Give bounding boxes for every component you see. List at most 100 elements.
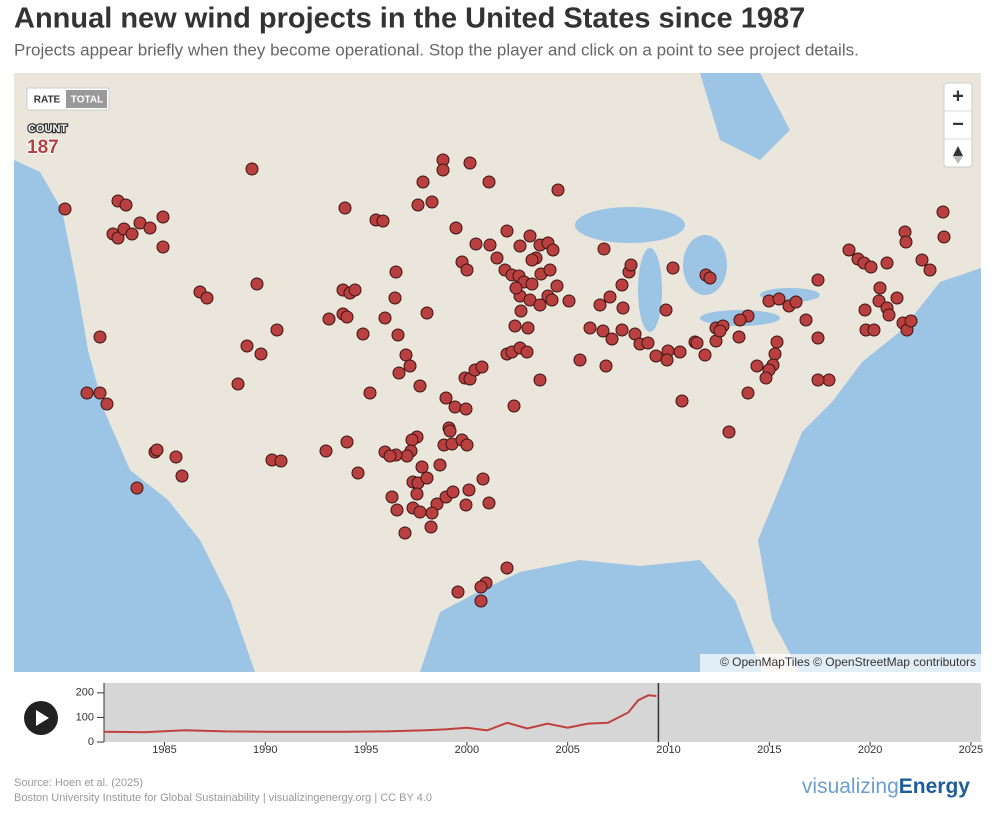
project-point[interactable] bbox=[904, 314, 918, 328]
project-point[interactable] bbox=[391, 328, 405, 342]
project-point[interactable] bbox=[545, 293, 559, 307]
project-point[interactable] bbox=[389, 265, 403, 279]
project-point[interactable] bbox=[390, 503, 404, 517]
project-point[interactable] bbox=[425, 195, 439, 209]
project-point[interactable] bbox=[469, 237, 483, 251]
project-point[interactable] bbox=[741, 386, 755, 400]
project-point[interactable] bbox=[125, 227, 139, 241]
project-point[interactable] bbox=[405, 433, 419, 447]
project-point[interactable] bbox=[93, 386, 107, 400]
project-point[interactable] bbox=[254, 347, 268, 361]
project-point[interactable] bbox=[420, 306, 434, 320]
project-point[interactable] bbox=[378, 311, 392, 325]
project-point[interactable] bbox=[768, 347, 782, 361]
project-point[interactable] bbox=[550, 279, 564, 293]
project-point[interactable] bbox=[675, 394, 689, 408]
toggle-rate[interactable]: RATE bbox=[34, 95, 61, 106]
project-point[interactable] bbox=[583, 321, 597, 335]
project-point[interactable] bbox=[338, 201, 352, 215]
project-point[interactable] bbox=[274, 454, 288, 468]
project-point[interactable] bbox=[533, 373, 547, 387]
project-point[interactable] bbox=[915, 253, 929, 267]
project-point[interactable] bbox=[599, 359, 613, 373]
project-point[interactable] bbox=[130, 481, 144, 495]
project-point[interactable] bbox=[319, 444, 333, 458]
zoom-out[interactable]: − bbox=[952, 113, 964, 135]
project-point[interactable] bbox=[523, 229, 537, 243]
project-point[interactable] bbox=[673, 345, 687, 359]
project-point[interactable] bbox=[750, 359, 764, 373]
project-point[interactable] bbox=[111, 231, 125, 245]
reset-north[interactable] bbox=[953, 146, 963, 156]
project-point[interactable] bbox=[415, 460, 429, 474]
project-point[interactable] bbox=[449, 221, 463, 235]
project-point[interactable] bbox=[799, 313, 813, 327]
project-point[interactable] bbox=[722, 425, 736, 439]
project-point[interactable] bbox=[392, 366, 406, 380]
project-point[interactable] bbox=[474, 594, 488, 608]
project-point[interactable] bbox=[474, 580, 488, 594]
project-point[interactable] bbox=[770, 335, 784, 349]
project-point[interactable] bbox=[446, 485, 460, 499]
project-point[interactable] bbox=[703, 271, 717, 285]
project-point[interactable] bbox=[348, 283, 362, 297]
project-point[interactable] bbox=[525, 277, 539, 291]
project-point[interactable] bbox=[425, 506, 439, 520]
project-point[interactable] bbox=[508, 319, 522, 333]
project-point[interactable] bbox=[660, 353, 674, 367]
project-point[interactable] bbox=[615, 278, 629, 292]
project-point[interactable] bbox=[923, 263, 937, 277]
project-point[interactable] bbox=[624, 258, 638, 272]
project-point[interactable] bbox=[733, 313, 747, 327]
project-point[interactable] bbox=[899, 235, 913, 249]
project-point[interactable] bbox=[240, 339, 254, 353]
project-point[interactable] bbox=[245, 162, 259, 176]
map[interactable]: RATE TOTAL COUNT 187 + − © OpenMapTiles … bbox=[14, 73, 981, 672]
project-point[interactable] bbox=[789, 295, 803, 309]
project-point[interactable] bbox=[80, 386, 94, 400]
project-point[interactable] bbox=[514, 304, 528, 318]
project-point[interactable] bbox=[410, 487, 424, 501]
project-point[interactable] bbox=[475, 360, 489, 374]
project-point[interactable] bbox=[937, 230, 951, 244]
project-point[interactable] bbox=[759, 371, 773, 385]
project-point[interactable] bbox=[603, 290, 617, 304]
project-point[interactable] bbox=[351, 466, 365, 480]
project-point[interactable] bbox=[169, 450, 183, 464]
project-point[interactable] bbox=[507, 399, 521, 413]
project-point[interactable] bbox=[482, 496, 496, 510]
project-point[interactable] bbox=[413, 379, 427, 393]
attribution[interactable]: © OpenMapTiles © OpenStreetMap contribut… bbox=[720, 655, 976, 669]
project-point[interactable] bbox=[385, 490, 399, 504]
project-point[interactable] bbox=[175, 469, 189, 483]
project-point[interactable] bbox=[596, 324, 610, 338]
project-point[interactable] bbox=[459, 498, 473, 512]
project-point[interactable] bbox=[500, 224, 514, 238]
project-point[interactable] bbox=[100, 397, 114, 411]
project-point[interactable] bbox=[200, 291, 214, 305]
project-point[interactable] bbox=[340, 435, 354, 449]
project-point[interactable] bbox=[546, 243, 560, 257]
project-point[interactable] bbox=[463, 156, 477, 170]
project-point[interactable] bbox=[398, 526, 412, 540]
project-point[interactable] bbox=[483, 238, 497, 252]
project-point[interactable] bbox=[356, 327, 370, 341]
project-point[interactable] bbox=[413, 505, 427, 519]
project-point[interactable] bbox=[873, 281, 887, 295]
project-point[interactable] bbox=[443, 424, 457, 438]
project-point[interactable] bbox=[439, 391, 453, 405]
project-point[interactable] bbox=[420, 471, 434, 485]
project-point[interactable] bbox=[363, 386, 377, 400]
project-point[interactable] bbox=[156, 210, 170, 224]
project-point[interactable] bbox=[649, 349, 663, 363]
project-point[interactable] bbox=[476, 472, 490, 486]
project-point[interactable] bbox=[250, 277, 264, 291]
project-point[interactable] bbox=[231, 377, 245, 391]
project-point[interactable] bbox=[482, 175, 496, 189]
timeline-bg[interactable] bbox=[104, 683, 981, 742]
project-point[interactable] bbox=[811, 331, 825, 345]
project-point[interactable] bbox=[593, 298, 607, 312]
project-point[interactable] bbox=[597, 242, 611, 256]
project-point[interactable] bbox=[460, 263, 474, 277]
project-point[interactable] bbox=[822, 373, 836, 387]
